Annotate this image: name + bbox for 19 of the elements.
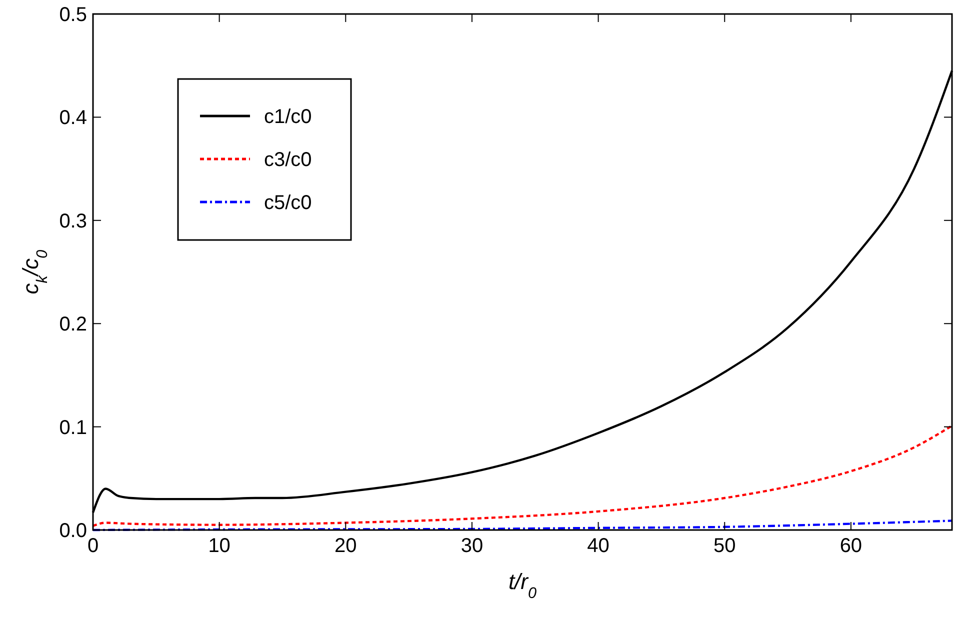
line-series [92, 424, 954, 527]
legend-label: c5/c0 [264, 192, 312, 214]
x-tick-label: 20 [334, 535, 357, 557]
x-tick-label: 50 [713, 535, 736, 557]
line-series [92, 520, 954, 532]
x-axis-title: t/r$_{0}$ [508, 569, 537, 602]
y-tick-label: 0.2 [59, 314, 87, 336]
y-tick-label: 0.1 [59, 416, 87, 439]
x-tick-label: 30 [460, 535, 484, 557]
y-tick-label: 0.4 [59, 107, 87, 130]
x-tick-label: 10 [208, 535, 230, 557]
y-tick-label: 0.5 [59, 4, 87, 26]
x-tick-label: 60 [840, 535, 862, 557]
x-tick-label: 40 [587, 535, 610, 557]
legend-label: c1/c0 [264, 106, 312, 128]
y-tick-label: 0.3 [59, 210, 87, 232]
y-tick-label: 0.0 [59, 520, 87, 542]
x-tick-label: 0 [87, 535, 99, 557]
legend-label: c3/c0 [264, 149, 312, 171]
